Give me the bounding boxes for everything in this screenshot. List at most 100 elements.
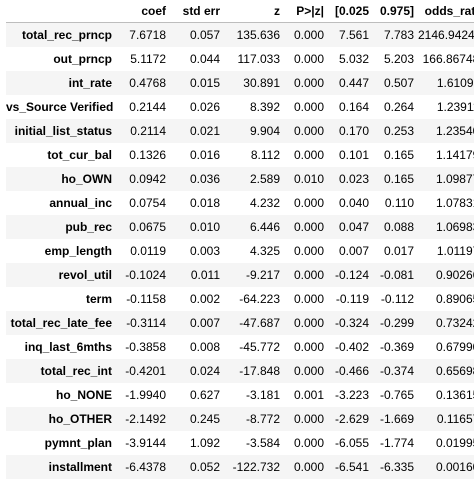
row-label: total_rec_int [40, 364, 112, 378]
cell-z: -64.223 [239, 292, 280, 306]
cell-std-err: 0.003 [189, 244, 220, 258]
cell-coef: 0.0119 [130, 244, 166, 258]
row-label: int_rate [68, 76, 112, 90]
cell-ci-lower: 0.447 [338, 76, 369, 90]
cell-p-value: 0.000 [293, 460, 324, 474]
table-row: vs_Source Verified 0.2144 0.026 8.392 0.000 0… [6, 95, 474, 119]
cell-ci-upper: -0.299 [379, 316, 414, 330]
header-ci-upper: 0.975] [373, 0, 418, 23]
cell-p-value: 0.000 [293, 220, 324, 234]
header-p-value: P>|z| [284, 0, 328, 23]
cell-coef: -0.3114 [126, 316, 166, 330]
cell-z: -3.181 [245, 388, 280, 402]
cell-coef: -2.1492 [125, 412, 166, 426]
cell-p-value: 0.000 [293, 196, 324, 210]
cell-odds-ratio: 0.679906 [435, 340, 474, 354]
row-label: ho_NONE [55, 388, 112, 402]
cell-odds-ratio: 1.078315 [435, 196, 474, 210]
cell-coef: 5.1172 [130, 52, 166, 66]
cell-ci-lower: -0.119 [335, 292, 369, 306]
cell-ci-upper: -0.374 [379, 364, 414, 378]
cell-std-err: 1.092 [189, 436, 220, 450]
cell-z: 4.325 [249, 244, 280, 258]
cell-coef: 0.0942 [129, 172, 166, 186]
header-ci-lower: [0.025 [328, 0, 373, 23]
table-row: ho_OTHER -2.1492 0.245 -8.772 0.000 -2.629 -1.… [6, 407, 474, 431]
cell-odds-ratio: 166.867486 [422, 52, 474, 66]
cell-std-err: 0.018 [189, 196, 220, 210]
cell-z: -8.772 [245, 412, 280, 426]
cell-ci-lower: 0.023 [338, 172, 369, 186]
row-label: ho_OTHER [48, 412, 112, 426]
table-row: term -0.1158 0.002 -64.223 0.000 -0.119 -0.112… [6, 287, 474, 311]
cell-z: -45.772 [239, 340, 280, 354]
header-coef: coef [116, 0, 170, 23]
row-label: total_rec_prncp [21, 28, 112, 42]
cell-coef: -6.4378 [125, 460, 166, 474]
cell-ci-upper: -1.669 [379, 412, 414, 426]
header-odds-ratio: odds_ratio [418, 0, 474, 23]
cell-coef: 0.0675 [129, 220, 166, 234]
cell-odds-ratio: 0.656981 [435, 364, 474, 378]
header-index [6, 0, 116, 23]
cell-odds-ratio: 1.235406 [435, 124, 474, 138]
cell-ci-upper: 7.783 [383, 28, 414, 42]
table-row: total_rec_prncp 7.6718 0.057 135.636 0.000 7.… [6, 22, 474, 47]
cell-ci-upper: -6.335 [379, 460, 414, 474]
cell-z: 117.033 [237, 52, 281, 66]
table-row: annual_inc 0.0754 0.018 4.232 0.000 0.040 0.11… [6, 191, 474, 215]
table-row: total_rec_late_fee -0.3114 0.007 -47.687 0.0… [6, 311, 474, 335]
cell-ci-upper: 0.253 [383, 124, 414, 138]
cell-std-err: 0.007 [189, 316, 220, 330]
cell-ci-lower: 0.170 [338, 124, 369, 138]
cell-odds-ratio: 0.116577 [436, 412, 474, 426]
cell-ci-upper: 0.264 [383, 100, 414, 114]
cell-p-value: 0.000 [293, 148, 324, 162]
cell-ci-lower: 0.040 [338, 196, 369, 210]
cell-coef: -3.9144 [125, 436, 166, 450]
cell-odds-ratio: 1.141793 [435, 148, 474, 162]
cell-std-err: 0.026 [189, 100, 220, 114]
cell-ci-lower: 0.047 [338, 220, 369, 234]
row-label: tot_cur_bal [47, 148, 112, 162]
cell-z: -122.732 [232, 460, 280, 474]
row-label: emp_length [44, 244, 112, 258]
cell-std-err: 0.052 [189, 460, 220, 474]
cell-coef: 0.4768 [129, 76, 166, 90]
cell-std-err: 0.627 [189, 388, 220, 402]
cell-p-value: 0.000 [293, 340, 324, 354]
row-label: ho_OWN [61, 172, 112, 186]
cell-std-err: 0.044 [189, 52, 220, 66]
table-body: total_rec_prncp 7.6718 0.057 135.636 0.000 7.… [6, 22, 474, 479]
cell-p-value: 0.001 [293, 388, 324, 402]
cell-z: 8.112 [250, 148, 280, 162]
cell-std-err: 0.008 [189, 340, 220, 354]
cell-ci-lower: -3.223 [334, 388, 369, 402]
cell-odds-ratio: 1.069830 [435, 220, 474, 234]
cell-p-value: 0.000 [293, 76, 324, 90]
table-row: pymnt_plan -3.9144 1.092 -3.584 0.000 -6.055-… [6, 431, 474, 455]
table-row: installment -6.4378 0.052 -122.732 0.000 -6.5… [6, 455, 474, 479]
cell-ci-lower: 0.101 [338, 148, 369, 162]
row-label: term [85, 292, 112, 306]
cell-coef: 0.2114 [130, 124, 166, 138]
cell-p-value: 0.000 [293, 100, 324, 114]
cell-odds-ratio: 0.902668 [435, 268, 474, 282]
table-row: out_prncp 5.1172 0.044 117.033 0.000 5.032 5.2… [6, 47, 474, 71]
table-row: ho_OWN 0.0942 0.036 2.589 0.010 0.023 0.165 1.0… [6, 167, 474, 191]
cell-std-err: 0.015 [189, 76, 220, 90]
cell-p-value: 0.000 [293, 244, 324, 258]
cell-std-err: 0.245 [189, 412, 220, 426]
cell-ci-upper: 0.110 [384, 196, 414, 210]
cell-z: 9.904 [249, 124, 280, 138]
cell-p-value: 0.010 [293, 172, 324, 186]
cell-std-err: 0.024 [189, 364, 220, 378]
cell-p-value: 0.000 [293, 52, 324, 66]
cell-ci-lower: 0.007 [338, 244, 369, 258]
cell-std-err: 0.021 [189, 124, 220, 138]
coefficient-table: coef std err z P>|z| [0.025 0.975] odds_… [6, 0, 474, 479]
cell-z: 30.891 [243, 76, 280, 90]
cell-coef: -0.4201 [125, 364, 166, 378]
cell-z: 2.589 [249, 172, 280, 186]
cell-ci-upper: 0.507 [383, 76, 414, 90]
